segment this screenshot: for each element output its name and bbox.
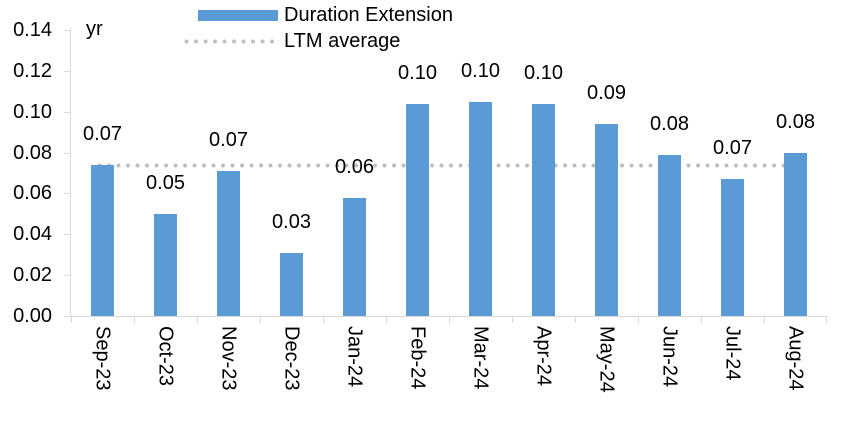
- x-axis-tick: [197, 317, 198, 323]
- bar-nov-23: [217, 170, 240, 316]
- ltm-average-line: [96, 163, 802, 169]
- bar-value-label: 0.09: [587, 81, 626, 104]
- x-axis-tick: [826, 317, 827, 323]
- bar-value-label: 0.07: [209, 128, 248, 151]
- y-axis-tick: [64, 70, 70, 72]
- x-axis-tick: [449, 317, 450, 323]
- chart-legend: Duration Extension LTM average: [184, 2, 453, 54]
- x-axis-label: Apr-24: [532, 326, 555, 387]
- x-axis-tick: [512, 317, 513, 323]
- y-axis-tick: [64, 234, 70, 236]
- x-axis-label: Jul-24: [721, 326, 744, 381]
- y-axis-tick: [64, 275, 70, 277]
- x-axis-tick: [323, 317, 324, 323]
- bar-value-label: 0.08: [650, 112, 689, 135]
- x-axis-label: Feb-24: [406, 326, 429, 390]
- y-axis-tick: [64, 111, 70, 113]
- y-axis-unit-label: yr: [86, 18, 103, 40]
- legend-bar-swatch-icon: [198, 9, 278, 21]
- y-axis-tick: [64, 316, 70, 317]
- x-axis-tick: [638, 317, 639, 323]
- bar-apr-24: [532, 103, 555, 316]
- bar-value-label: 0.10: [524, 61, 563, 84]
- bar-jun-24: [658, 154, 681, 316]
- x-axis-label: Mar-24: [469, 326, 492, 390]
- bar-value-label: 0.08: [776, 110, 815, 133]
- legend-dotted-line-swatch-icon: [184, 38, 278, 44]
- x-axis-label: Sep-23: [91, 326, 114, 391]
- bar-value-label: 0.10: [398, 61, 437, 84]
- legend-label-duration-extension: Duration Extension: [284, 4, 453, 26]
- bar-dec-23: [280, 252, 303, 316]
- bar-value-label: 0.05: [146, 171, 185, 194]
- x-axis-tick: [701, 317, 702, 323]
- x-axis-label: Nov-23: [217, 326, 240, 391]
- bar-sep-23: [91, 164, 114, 316]
- y-tick-label: 0.00: [13, 305, 52, 327]
- bar-mar-24: [469, 101, 492, 316]
- x-axis-line: [70, 316, 828, 317]
- x-axis-label: Jan-24: [343, 326, 366, 388]
- x-axis-tick: [260, 317, 261, 323]
- bar-aug-24: [784, 152, 807, 316]
- bar-value-label: 0.10: [461, 59, 500, 82]
- bar-jul-24: [721, 179, 744, 316]
- legend-label-ltm-average: LTM average: [284, 30, 401, 52]
- y-axis-line: [70, 28, 71, 317]
- y-tick-label: 0.12: [13, 59, 52, 82]
- x-axis-label: Jun-24: [658, 326, 681, 388]
- y-tick-label: 0.14: [13, 19, 52, 41]
- bar-value-label: 0.07: [713, 137, 752, 160]
- bar-feb-24: [406, 103, 429, 316]
- bar-value-label: 0.06: [335, 155, 374, 178]
- bar-value-label: 0.03: [272, 210, 311, 233]
- x-axis-label: May-24: [595, 326, 618, 393]
- x-axis-label: Dec-23: [280, 326, 303, 391]
- bar-may-24: [595, 123, 618, 316]
- legend-entry-ltm-average: LTM average: [184, 28, 453, 54]
- legend-entry-duration-extension: Duration Extension: [184, 2, 453, 28]
- bar-value-label: 0.07: [83, 122, 122, 145]
- y-axis-tick: [64, 193, 70, 195]
- x-axis-tick: [386, 317, 387, 323]
- x-axis-label: Oct-23: [154, 326, 177, 387]
- bar-oct-23: [154, 213, 177, 316]
- x-axis-tick: [71, 317, 72, 323]
- bar-jan-24: [343, 197, 366, 316]
- y-tick-label: 0.04: [13, 223, 52, 246]
- x-axis-tick: [575, 317, 576, 323]
- y-tick-label: 0.06: [13, 182, 52, 205]
- y-tick-label: 0.10: [13, 100, 52, 123]
- x-axis-label: Aug-24: [784, 326, 807, 391]
- y-tick-label: 0.08: [13, 141, 52, 164]
- x-axis-tick: [134, 317, 135, 323]
- y-tick-label: 0.02: [13, 264, 52, 287]
- y-axis-tick: [64, 152, 70, 154]
- x-axis-tick: [764, 317, 765, 323]
- y-axis-tick: [64, 30, 70, 31]
